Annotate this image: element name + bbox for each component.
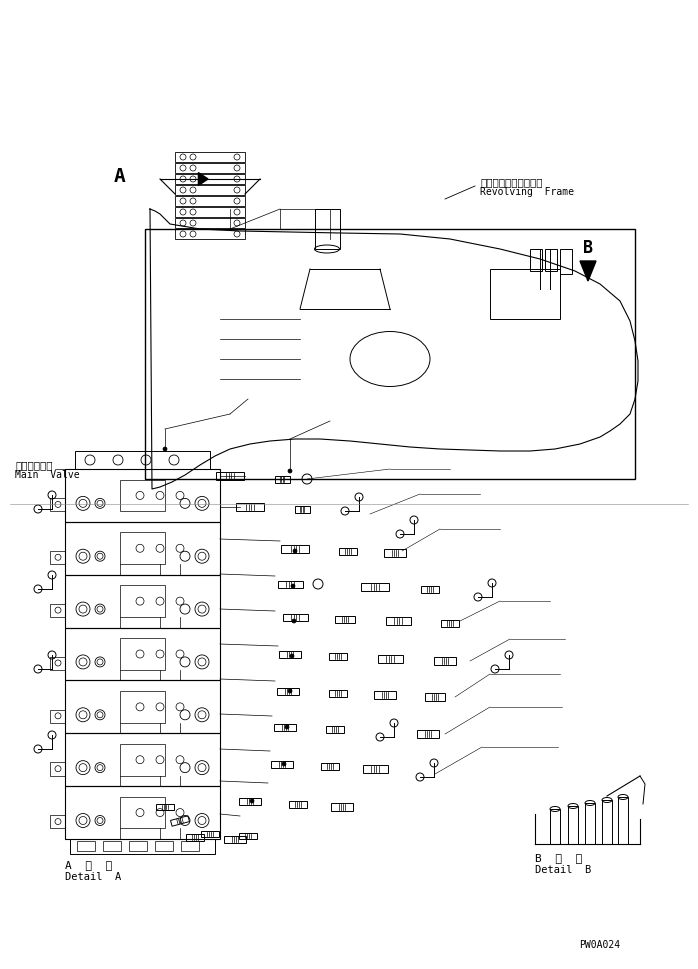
Bar bbox=[65, 470, 220, 522]
Bar bbox=[103, 841, 121, 851]
Text: B  詳  細: B 詳 細 bbox=[535, 852, 582, 862]
Circle shape bbox=[163, 448, 167, 452]
Bar bbox=[50, 551, 65, 565]
Circle shape bbox=[293, 549, 297, 553]
Circle shape bbox=[291, 584, 295, 588]
Bar bbox=[585, 803, 595, 844]
Bar bbox=[175, 164, 245, 173]
Bar bbox=[175, 197, 245, 206]
Bar bbox=[175, 186, 245, 196]
Text: A: A bbox=[114, 168, 126, 186]
Text: Main  Valve: Main Valve bbox=[15, 470, 80, 480]
Bar bbox=[129, 841, 147, 851]
Text: B: B bbox=[583, 238, 593, 257]
Bar bbox=[65, 576, 220, 628]
Bar bbox=[120, 585, 165, 617]
Bar bbox=[155, 841, 173, 851]
Polygon shape bbox=[198, 173, 208, 186]
Text: Revolving  Frame: Revolving Frame bbox=[480, 187, 574, 197]
Bar bbox=[550, 809, 560, 844]
Bar bbox=[530, 250, 542, 271]
Polygon shape bbox=[580, 262, 596, 282]
Bar bbox=[618, 797, 628, 844]
Circle shape bbox=[290, 654, 294, 658]
Circle shape bbox=[292, 619, 296, 623]
Bar bbox=[77, 841, 95, 851]
Bar bbox=[175, 207, 245, 218]
Bar bbox=[65, 522, 220, 576]
Bar bbox=[602, 800, 612, 844]
Bar bbox=[545, 250, 557, 271]
Bar bbox=[50, 763, 65, 776]
Bar bbox=[120, 480, 165, 512]
Bar bbox=[315, 209, 340, 250]
Bar bbox=[50, 604, 65, 617]
Bar bbox=[65, 681, 220, 734]
Bar bbox=[120, 744, 165, 776]
Bar bbox=[120, 691, 165, 723]
Bar bbox=[145, 230, 635, 480]
Bar bbox=[175, 174, 245, 185]
Bar bbox=[490, 269, 560, 320]
Bar bbox=[560, 250, 572, 275]
Circle shape bbox=[285, 725, 289, 730]
Bar bbox=[65, 734, 220, 786]
Bar bbox=[75, 452, 210, 470]
Text: A  詳  細: A 詳 細 bbox=[65, 860, 112, 869]
Bar bbox=[120, 533, 165, 565]
Bar bbox=[175, 219, 245, 229]
Text: PW0A024: PW0A024 bbox=[579, 939, 620, 949]
Circle shape bbox=[282, 763, 286, 766]
Bar bbox=[50, 499, 65, 512]
Text: Detail  B: Detail B bbox=[535, 864, 591, 874]
Bar bbox=[50, 709, 65, 723]
Text: メインバルブ: メインバルブ bbox=[15, 459, 52, 470]
Circle shape bbox=[250, 799, 254, 803]
Text: Detail  A: Detail A bbox=[65, 871, 121, 881]
Bar bbox=[50, 815, 65, 828]
Bar bbox=[65, 786, 220, 839]
Text: レボルビングフレーム: レボルビングフレーム bbox=[480, 176, 542, 187]
Bar bbox=[65, 628, 220, 681]
Bar bbox=[568, 806, 578, 844]
Circle shape bbox=[288, 689, 292, 693]
Bar bbox=[181, 841, 199, 851]
Bar bbox=[175, 153, 245, 163]
Bar bbox=[175, 230, 245, 239]
Bar bbox=[120, 639, 165, 671]
Bar bbox=[70, 839, 215, 854]
Bar bbox=[120, 797, 165, 828]
Bar bbox=[50, 657, 65, 671]
Circle shape bbox=[288, 470, 292, 474]
